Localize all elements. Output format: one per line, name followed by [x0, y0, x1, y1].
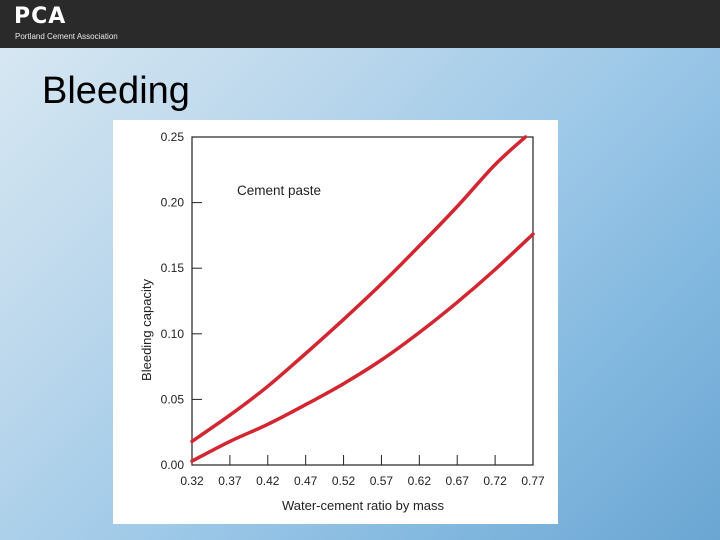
x-tick-label: 0.32	[180, 474, 204, 488]
x-tick-label: 0.57	[370, 474, 394, 488]
x-tick-label: 0.47	[294, 474, 318, 488]
slide-title: Bleeding	[42, 70, 190, 112]
pca-logo: PCA	[14, 4, 67, 29]
header-bar: PCA Portland Cement Association	[0, 0, 720, 48]
logo-subtitle: Portland Cement Association	[15, 32, 118, 41]
x-tick-label: 0.42	[256, 474, 280, 488]
y-tick-label: 0.15	[161, 261, 185, 275]
x-axis-label: Water-cement ratio by mass	[282, 498, 445, 513]
y-tick-label: 0.25	[161, 130, 185, 144]
x-tick-label: 0.77	[521, 474, 545, 488]
y-tick-label: 0.05	[161, 392, 185, 406]
x-tick-label: 0.72	[483, 474, 507, 488]
chart-annotation: Cement paste	[237, 183, 321, 198]
y-tick-label: 0.10	[161, 327, 185, 341]
chart-ticks: 0.00 0.05 0.10 0.15 0.20 0.25 0.32 0.37 0.42 0.47…	[161, 130, 545, 488]
x-tick-label: 0.62	[408, 474, 432, 488]
y-tick-label: 0.20	[161, 196, 185, 210]
y-tick-label: 0.00	[161, 458, 185, 472]
chart-axes	[191, 136, 534, 466]
y-axis-label: Bleeding capacity	[139, 279, 154, 381]
series-line-1	[190, 135, 528, 444]
bleeding-chart: 0.00 0.05 0.10 0.15 0.20 0.25 0.32 0.37 0.42 0.47…	[139, 130, 545, 513]
chart-lines	[190, 135, 535, 463]
x-tick-label: 0.67	[446, 474, 470, 488]
x-tick-label: 0.52	[332, 474, 356, 488]
plot-frame	[191, 136, 534, 466]
chart-panel: 0.00 0.05 0.10 0.15 0.20 0.25 0.32 0.37 0.42 0.47…	[113, 120, 558, 524]
series-line-2	[190, 232, 535, 463]
x-tick-label: 0.37	[218, 474, 242, 488]
